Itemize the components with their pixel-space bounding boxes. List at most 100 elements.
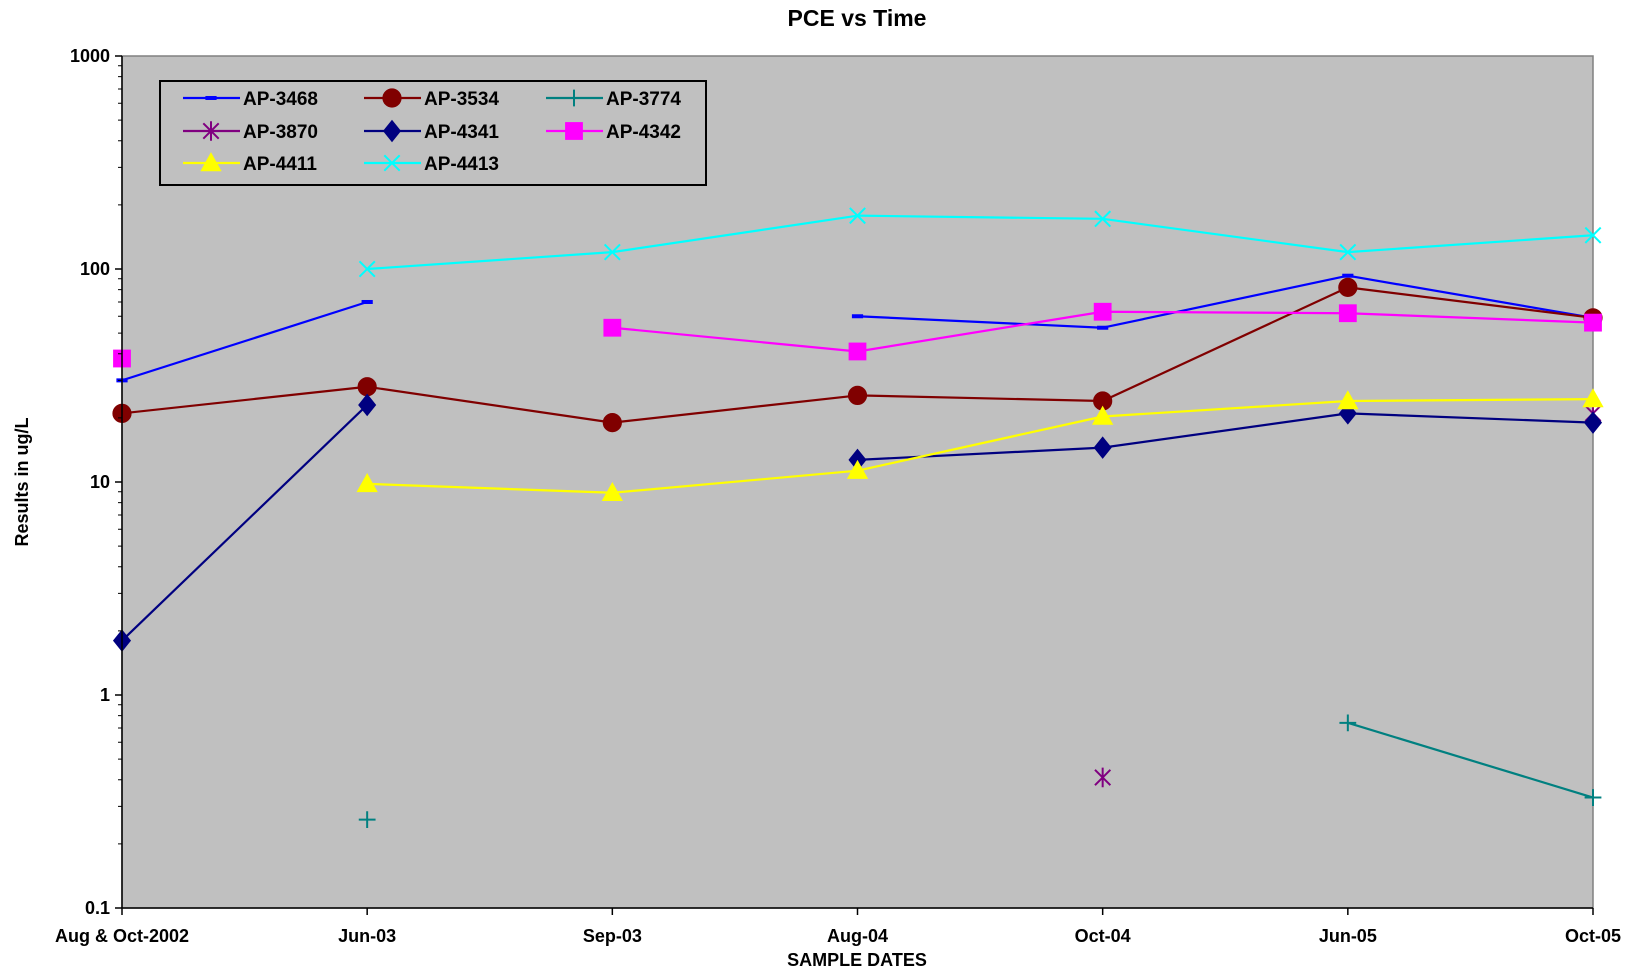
legend-item-ap-3534: AP-3534	[364, 88, 499, 110]
legend-item-ap-3468: AP-3468	[183, 89, 318, 110]
series-line-segment	[1347, 312, 1594, 324]
series-line-segment	[857, 214, 1103, 220]
legend-label: AP-3774	[606, 89, 681, 110]
data-point	[1092, 405, 1114, 425]
series-line-segment	[857, 415, 1103, 472]
data-point	[1342, 273, 1354, 278]
data-point	[1584, 313, 1602, 332]
series-line-segment	[1347, 274, 1594, 319]
data-point	[358, 393, 377, 417]
data-point	[1339, 714, 1357, 732]
data-point	[1093, 302, 1112, 321]
data-point	[603, 318, 622, 337]
legend-label: AP-3534	[424, 89, 499, 110]
series-line-segment	[857, 315, 1103, 329]
series-line-segment	[1102, 286, 1349, 403]
series-line-segment	[1102, 274, 1349, 329]
data-point	[1093, 436, 1112, 459]
legend-marker	[202, 121, 220, 141]
y-axis-label: Results in ug/L	[12, 417, 32, 546]
data-point	[603, 243, 621, 261]
legend-item-ap-3870: AP-3870	[183, 121, 318, 143]
x-tick-label: Sep-03	[583, 926, 642, 946]
data-point	[1583, 411, 1603, 434]
legend-item-ap-4341: AP-4341	[364, 119, 499, 143]
x-tick-label: Jun-03	[338, 926, 396, 946]
legend-label: AP-3468	[243, 89, 318, 110]
y-tick-label: 100	[80, 259, 110, 279]
data-point	[356, 473, 378, 493]
series-line-segment	[1102, 217, 1348, 254]
chart-title: PCE vs Time	[788, 5, 927, 31]
data-point	[1094, 210, 1112, 228]
legend: AP-3468 AP-3534 AP-3774 AP-3870 AP-4341 AP-43…	[159, 80, 707, 186]
legend-box	[159, 80, 707, 186]
data-point	[1337, 390, 1359, 410]
series-line-segment	[1347, 234, 1594, 254]
series-line-segment	[612, 469, 858, 494]
series-line-segment	[1347, 412, 1594, 424]
legend-marker	[382, 119, 402, 143]
legend-item-ap-4411: AP-4411	[183, 152, 317, 175]
series-line-segment	[612, 214, 858, 254]
data-point	[361, 299, 373, 304]
legend-label: AP-3870	[243, 122, 318, 143]
x-tick-label: Aug & Oct-2002	[55, 926, 189, 946]
legend-item-ap-4342: AP-4342	[546, 122, 681, 143]
legend-item-ap-4413: AP-4413	[364, 154, 499, 175]
x-axis-label: SAMPLE DATES	[787, 950, 927, 970]
legend-label: AP-4342	[606, 122, 681, 143]
data-point	[358, 811, 376, 829]
data-point	[601, 481, 623, 501]
legend-marker	[383, 154, 401, 172]
legend-marker	[565, 89, 583, 107]
legend-marker	[565, 122, 583, 140]
x-tick-label: Oct-05	[1565, 926, 1621, 946]
series-line-segment	[367, 385, 613, 424]
series-line-segment	[1102, 399, 1348, 418]
series-line-segment	[1347, 286, 1594, 319]
y-tick-label: 0.1	[85, 898, 110, 918]
series-line-segment	[857, 446, 1103, 461]
data-point	[849, 207, 866, 225]
series-line-segment	[1347, 721, 1594, 799]
series-line-segment	[367, 482, 613, 494]
data-point	[1094, 767, 1112, 788]
x-tick-label: Jun-05	[1319, 926, 1377, 946]
data-point	[1584, 226, 1602, 244]
series-line-segment	[367, 251, 613, 271]
series-line-segment	[612, 326, 858, 353]
legend-marker	[200, 152, 222, 172]
data-point	[847, 385, 868, 406]
data-point	[1338, 304, 1357, 323]
series-line-segment	[857, 394, 1103, 403]
data-point	[1338, 277, 1358, 297]
series-line-segment	[1102, 412, 1348, 449]
series-line-segment	[612, 394, 858, 424]
data-point	[358, 260, 376, 278]
data-point	[602, 413, 622, 433]
data-point	[357, 377, 377, 397]
legend-marker	[382, 88, 402, 108]
x-tick-label: Oct-04	[1075, 926, 1131, 946]
legend-item-ap-3774: AP-3774	[546, 89, 681, 110]
y-tick-label: 1000	[70, 46, 110, 66]
series-ap-4411	[356, 388, 1604, 501]
series-ap-3534	[112, 277, 1603, 433]
series-line-segment	[121, 404, 368, 642]
legend-marker	[205, 96, 217, 100]
series-line-segment	[1347, 398, 1594, 403]
data-point	[851, 314, 864, 319]
series-line-segment	[121, 300, 368, 382]
legend-label: AP-4413	[424, 154, 499, 175]
data-point	[1339, 243, 1357, 261]
y-tick-label: 10	[90, 472, 110, 492]
legend-label: AP-4341	[424, 122, 499, 143]
data-point	[1097, 325, 1109, 330]
data-point	[846, 459, 869, 479]
data-point	[1584, 789, 1602, 806]
y-tick-label: 1	[100, 685, 110, 705]
series-line-segment	[857, 310, 1103, 353]
series-ap-3774	[358, 714, 1602, 829]
